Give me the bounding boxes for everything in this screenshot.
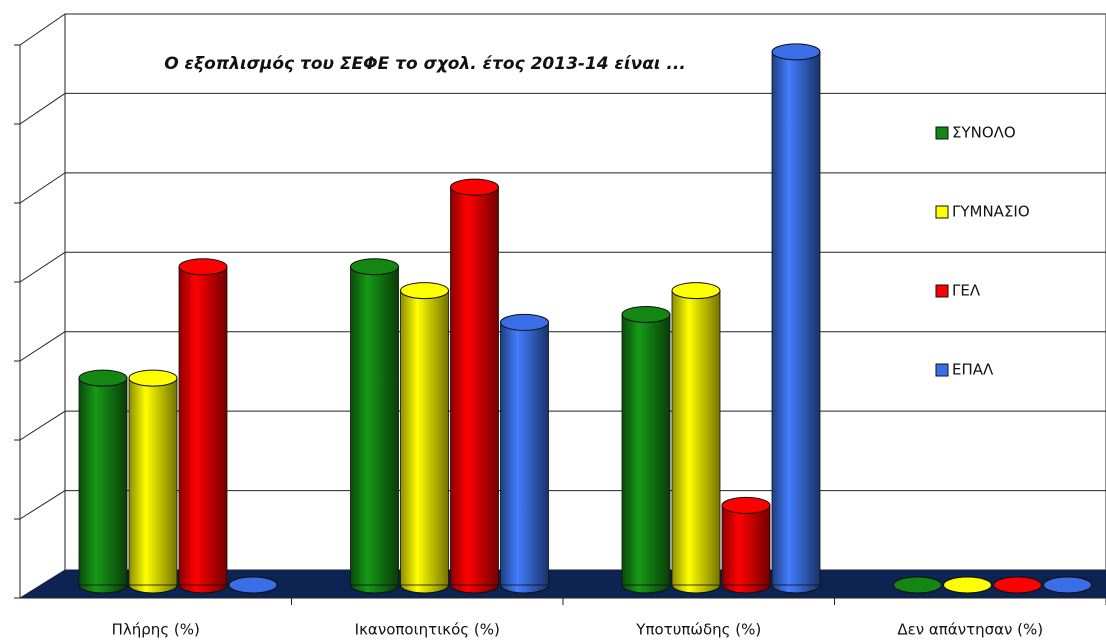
- legend-marker: [935, 205, 949, 219]
- bar-top: [721, 496, 771, 514]
- grid-line-side: [19, 93, 66, 125]
- bar-top: [500, 313, 549, 331]
- bar: [178, 266, 228, 586]
- bar: [350, 266, 399, 586]
- bar-top: [621, 305, 671, 323]
- bar-top: [943, 576, 992, 594]
- back-wall: [64, 13, 1106, 571]
- grid-line-side: [19, 251, 66, 283]
- bar: [621, 314, 671, 586]
- bar: [400, 290, 449, 586]
- bar: [771, 51, 821, 586]
- grid-line-side: [19, 490, 66, 520]
- bar: [450, 186, 499, 586]
- bar-top: [78, 369, 128, 387]
- grid-line-side: [19, 410, 66, 441]
- legend-label: ΕΠΑΛ: [952, 361, 994, 379]
- x-tick-label: Πλήρης (%): [112, 621, 200, 639]
- grid-line-side: [19, 13, 66, 46]
- floor: [20, 570, 1106, 598]
- bar-top: [400, 282, 449, 300]
- bar-top: [350, 258, 399, 276]
- x-tick-label: Δεν απάντησαν (%): [897, 621, 1043, 639]
- x-tick-label: Ικανοποιητικός (%): [355, 621, 500, 639]
- bar: [671, 290, 721, 586]
- bar-top: [771, 43, 821, 61]
- bar: [721, 505, 771, 586]
- legend-label: ΣΥΝΟΛΟ: [952, 124, 1016, 142]
- legend-marker: [935, 284, 949, 298]
- legend-marker: [935, 363, 949, 377]
- bar: [500, 322, 549, 586]
- bar: [78, 377, 128, 586]
- legend-marker: [935, 126, 949, 140]
- bar-top: [1043, 576, 1092, 594]
- bar-top: [993, 576, 1042, 594]
- bar-top: [893, 576, 942, 594]
- x-tick-label: Υποτυπώδης (%): [635, 621, 761, 639]
- chart-title: Ο εξοπλισμός του ΣΕΦΕ το σχολ. έτος 2013…: [164, 54, 686, 74]
- bar-top: [128, 369, 178, 387]
- legend-label: ΓΥΜΝΑΣΙΟ: [952, 203, 1030, 221]
- legend-label: ΓΕΛ: [952, 282, 981, 300]
- grid-line-side: [19, 331, 66, 362]
- grid-line-side: [19, 172, 66, 204]
- bar-top: [228, 576, 278, 594]
- bar-top: [450, 178, 499, 196]
- bar-top: [671, 282, 721, 300]
- bar-top: [178, 258, 228, 276]
- bar: [128, 377, 178, 586]
